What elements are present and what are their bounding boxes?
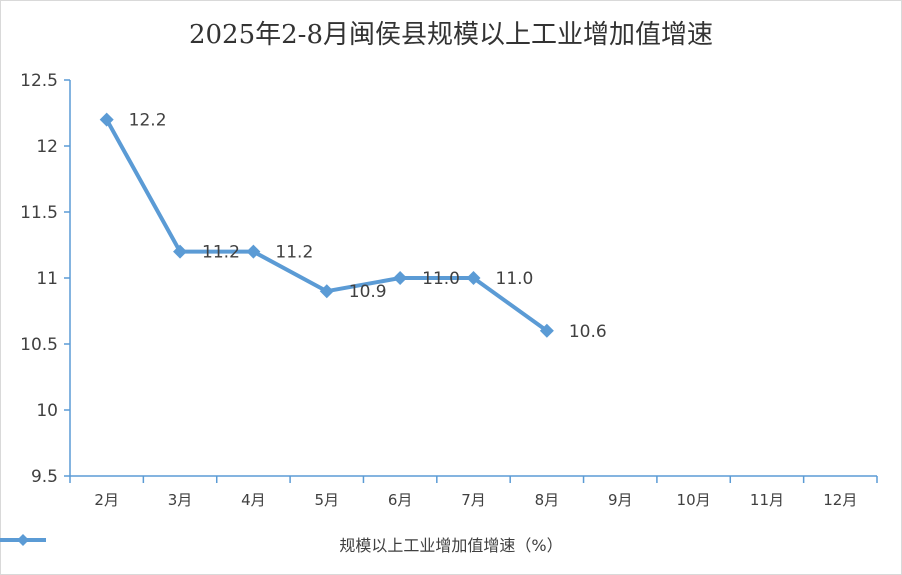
data-label: 10.9 xyxy=(349,282,387,302)
legend: 规模以上工业增加值增速（%） xyxy=(0,532,902,556)
y-tick-label: 9.5 xyxy=(31,467,58,487)
legend-label: 规模以上工业增加值增速（%） xyxy=(339,536,563,555)
data-point xyxy=(466,271,481,285)
data-point xyxy=(99,112,114,127)
x-tick-label: 3月 xyxy=(168,491,193,509)
x-tick-label: 11月 xyxy=(750,491,784,509)
x-tick-label: 7月 xyxy=(461,491,486,509)
y-tick-label: 11 xyxy=(36,269,58,289)
x-tick-label: 12月 xyxy=(823,491,857,509)
axes: 9.5 10 10.5 11 11.5 12 12.5 2月 3月 4月 5月 6月 7月 8月 9月 10月… xyxy=(20,71,878,509)
x-tick-label: 4月 xyxy=(241,491,266,509)
y-tick-label: 10.5 xyxy=(20,335,58,355)
data-label: 12.2 xyxy=(129,111,167,131)
x-tick-label: 2月 xyxy=(94,491,119,509)
data-label: 11.0 xyxy=(496,269,534,289)
data-point xyxy=(319,284,334,299)
y-tick-label: 12 xyxy=(36,137,58,157)
y-tick-label: 10 xyxy=(36,401,58,421)
series-line xyxy=(104,118,549,333)
data-label: 11.2 xyxy=(202,243,240,263)
y-tick-label: 11.5 xyxy=(20,203,58,223)
data-point xyxy=(539,323,554,338)
x-tick-label: 5月 xyxy=(314,491,339,509)
chart-title: 2025年2-8月闽侯县规模以上工业增加值增速 xyxy=(188,20,714,50)
data-point xyxy=(173,244,188,259)
data-label: 11.0 xyxy=(422,269,460,289)
data-point xyxy=(246,244,261,259)
data-label: 10.6 xyxy=(569,322,607,342)
legend-swatch xyxy=(0,534,46,546)
x-tick-label: 6月 xyxy=(388,491,413,509)
data-point xyxy=(393,271,408,285)
y-tick-label: 12.5 xyxy=(20,71,58,91)
x-tick-label: 9月 xyxy=(608,491,633,509)
x-tick-label: 8月 xyxy=(535,491,560,509)
x-tick-label: 10月 xyxy=(677,491,711,509)
data-label: 11.2 xyxy=(275,243,313,263)
series-group: 12.2 11.2 11.2 10.9 11.0 11.0 10.6 xyxy=(99,111,607,342)
